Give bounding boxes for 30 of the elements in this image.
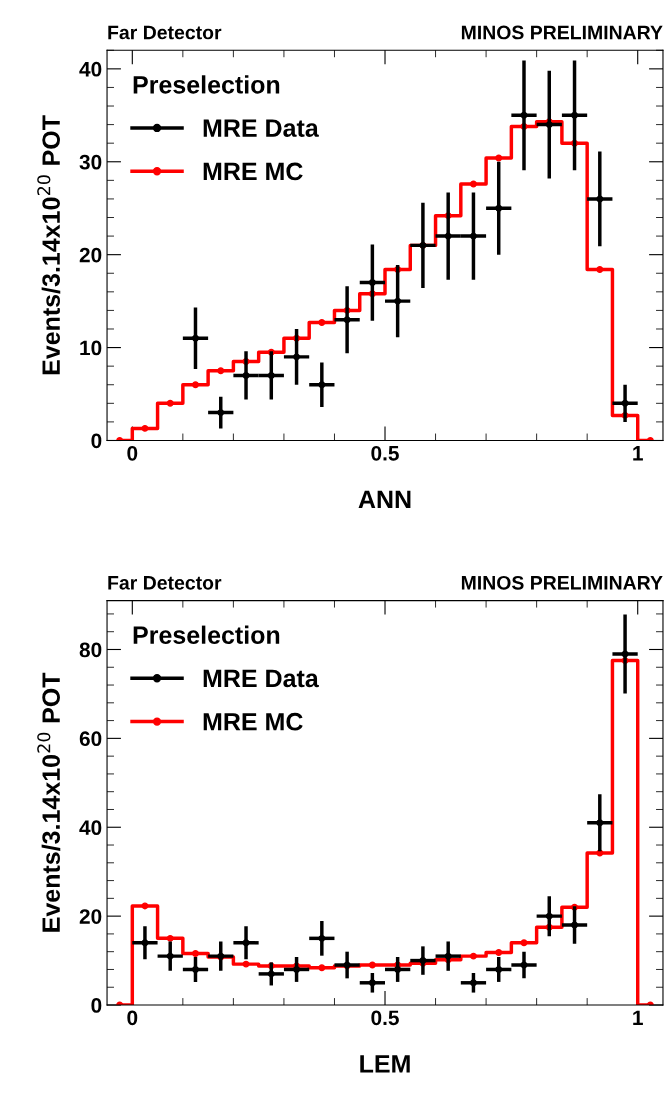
chart-subtitle: MINOS PRELIMINARY <box>461 575 663 590</box>
y-tick-label: 20 <box>79 909 102 924</box>
x-axis-title: ANN <box>358 490 411 508</box>
x-tick-label: 0 <box>127 445 138 461</box>
y-tick-label: 80 <box>79 642 102 658</box>
legend-title: Preselection <box>133 75 280 94</box>
chart-title: Far Detector <box>108 25 222 40</box>
y-axis-title: Events/3.14x10$^{20}$ POT <box>37 115 61 375</box>
legend-label: MRE MC <box>203 712 303 731</box>
y-tick-label: 20 <box>79 247 102 263</box>
chart-title: Far Detector <box>108 576 222 590</box>
y-tick-label: 60 <box>79 731 102 747</box>
x-tick-label: 0.5 <box>371 445 399 461</box>
legend-title: Preselection <box>133 625 280 644</box>
legend-label: MRE MC <box>203 162 303 181</box>
y-tick-label: 30 <box>79 154 102 170</box>
legend-label: MRE Data <box>203 669 319 688</box>
x-tick-label: 1 <box>633 1010 643 1025</box>
y-tick-label: 10 <box>80 340 102 356</box>
x-tick-label: 0.5 <box>371 1010 399 1026</box>
y-tick-label: 0 <box>91 998 102 1013</box>
y-tick-label: 0 <box>91 433 102 449</box>
x-tick-label: 0 <box>127 1010 138 1026</box>
legend-label: MRE Data <box>203 119 319 137</box>
y-tick-label: 40 <box>79 820 102 835</box>
x-axis-title: LEM <box>360 1055 410 1073</box>
y-axis-title: Events/3.14x10$^{20}$ POT <box>37 672 61 932</box>
chart-subtitle: MINOS PRELIMINARY <box>461 25 663 40</box>
y-tick-label: 40 <box>79 61 102 77</box>
x-tick-label: 1 <box>633 446 643 461</box>
